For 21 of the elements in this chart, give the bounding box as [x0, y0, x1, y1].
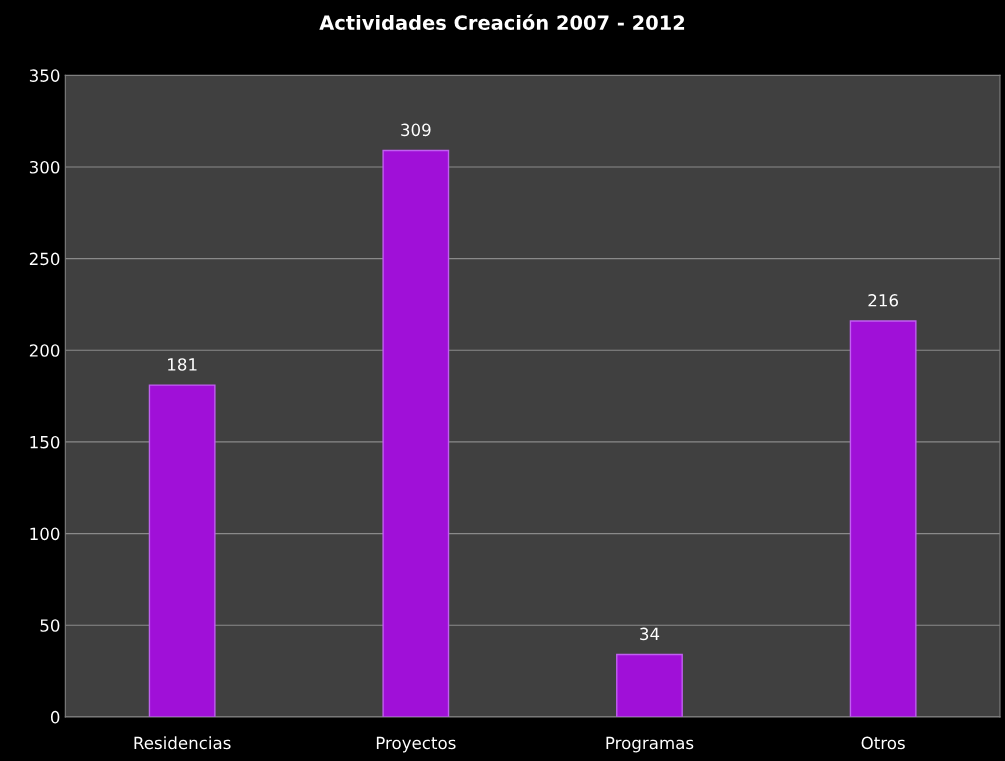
- x-tick-label: Residencias: [134, 736, 231, 750]
- x-tick-label: Proyectos: [376, 736, 456, 753]
- y-tick-label: 200: [29, 344, 60, 357]
- y-tick-label: 300: [29, 160, 60, 174]
- bar: [148, 384, 216, 717]
- y-tick-label: 250: [29, 252, 60, 266]
- x-tick-label: Otros: [861, 736, 905, 750]
- data-label: 216: [868, 294, 898, 307]
- y-tick-label: 150: [30, 435, 60, 449]
- data-label: 34: [640, 627, 660, 641]
- data-label: 181: [168, 358, 197, 371]
- chart-title: Actividades Creación 2007 - 2012: [319, 14, 685, 30]
- bar: [849, 320, 917, 717]
- y-tick-label: 350: [29, 69, 60, 82]
- y-tick-label: 50: [40, 619, 60, 632]
- bar: [616, 653, 683, 717]
- x-tick-label: Programas: [606, 736, 694, 753]
- y-tick-label: 100: [30, 527, 60, 541]
- data-label: 309: [401, 123, 431, 137]
- y-tick-label: 0: [50, 710, 60, 724]
- bar: [382, 149, 450, 717]
